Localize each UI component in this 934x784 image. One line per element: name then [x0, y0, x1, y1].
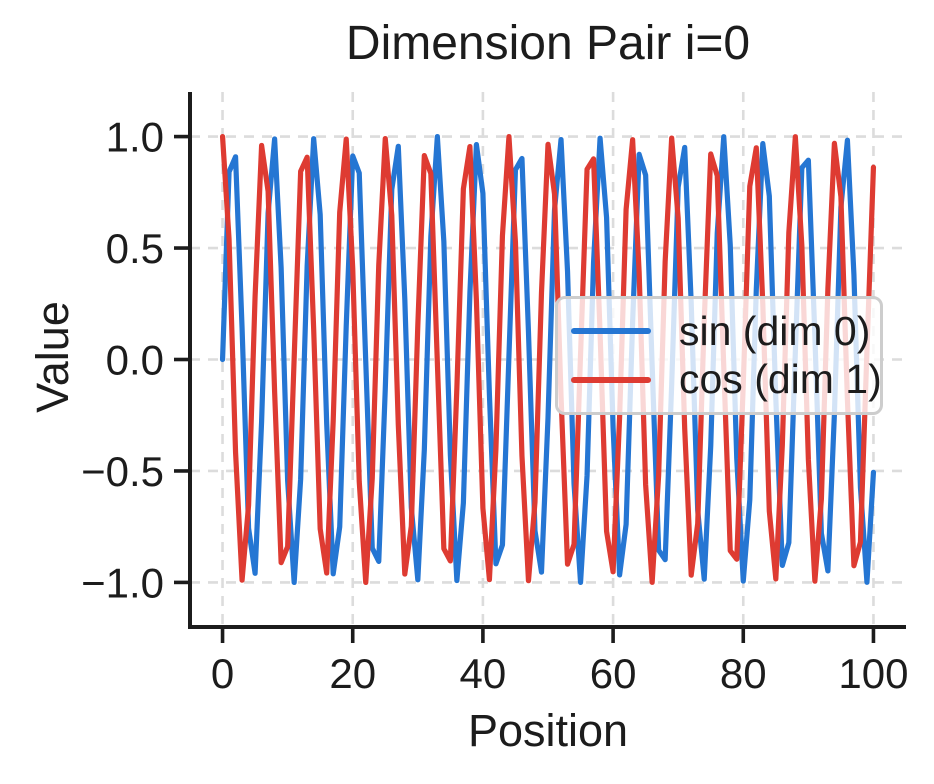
chart-title: Dimension Pair i=0 — [345, 17, 751, 70]
x-axis-label: Position — [467, 705, 629, 756]
legend-entry-sin: sin (dim 0) — [571, 307, 880, 354]
legend-entry-cos: cos (dim 1) — [571, 356, 882, 403]
legend-line-sample-cos — [571, 376, 651, 383]
y-axis-label: Value — [27, 301, 78, 413]
x-tick-label: 80 — [720, 650, 767, 697]
x-tick-label: 20 — [329, 650, 376, 697]
y-tick-label: −0.5 — [81, 448, 164, 495]
legend: sin (dim 0) cos (dim 1) — [555, 296, 883, 415]
x-tick-label: 100 — [838, 650, 908, 697]
x-tick-label: 60 — [590, 650, 637, 697]
y-tick-label: 1.0 — [106, 114, 164, 161]
y-tick-label: −1.0 — [81, 559, 164, 606]
legend-label-sin: sin (dim 0) — [679, 307, 871, 354]
legend-line-sample-sin — [571, 328, 651, 335]
x-tick-label: 40 — [460, 650, 507, 697]
y-tick-label: 0.0 — [106, 337, 164, 384]
y-tick-label: 0.5 — [106, 225, 164, 272]
legend-label-cos: cos (dim 1) — [679, 356, 882, 403]
x-tick-label: 0 — [211, 650, 234, 697]
